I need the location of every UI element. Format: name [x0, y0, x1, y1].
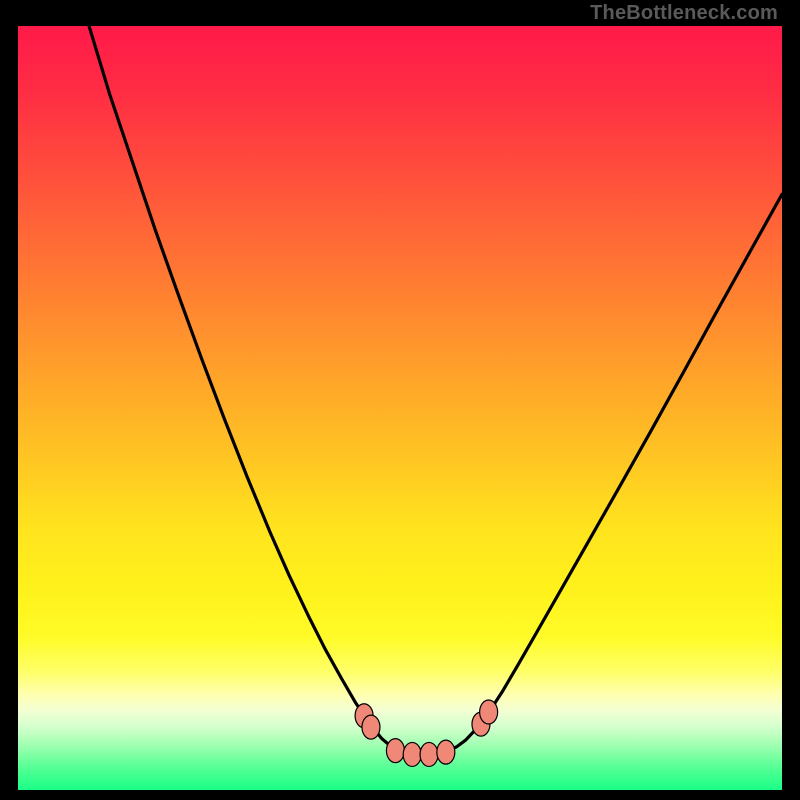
curve-marker — [386, 739, 404, 763]
plot-area — [18, 26, 782, 784]
curve-marker — [437, 740, 455, 764]
curve-marker — [403, 742, 421, 766]
curve-path — [89, 26, 782, 754]
curve-marker — [362, 715, 380, 739]
curve-marker — [420, 742, 438, 766]
curve-marker — [480, 700, 498, 724]
curve-layer — [18, 26, 782, 784]
watermark-text: TheBottleneck.com — [590, 2, 778, 25]
marker-group — [355, 700, 498, 766]
